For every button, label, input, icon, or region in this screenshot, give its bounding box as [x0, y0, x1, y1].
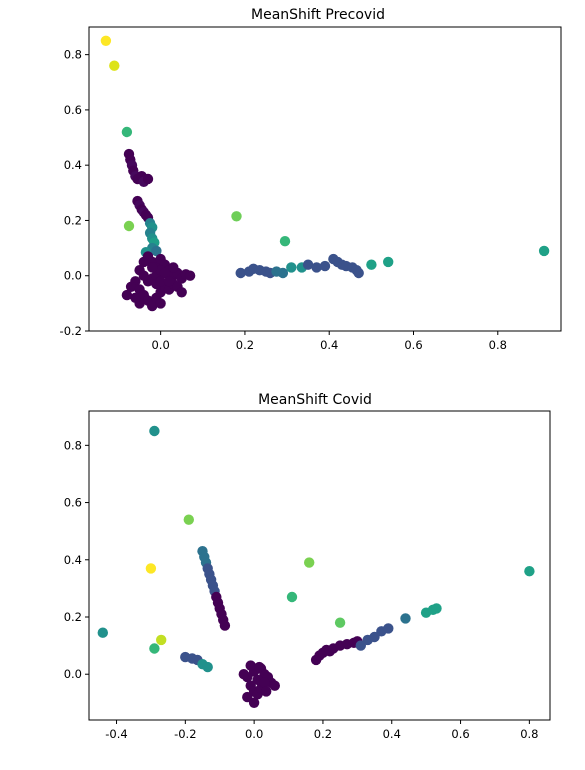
- data-point: [431, 603, 442, 614]
- x-tick-label: 0.4: [320, 338, 338, 352]
- data-point: [155, 298, 166, 309]
- data-point: [159, 267, 171, 279]
- data-point: [130, 292, 141, 303]
- data-point: [269, 680, 280, 691]
- data-point: [277, 267, 289, 279]
- x-tick-label: 0.0: [245, 727, 263, 741]
- x-tick-label: 0.0: [151, 338, 169, 352]
- data-point: [538, 245, 550, 257]
- y-tick-label: -0.2: [60, 324, 82, 338]
- data-point: [109, 60, 120, 71]
- y-tick-label: 0.6: [64, 103, 82, 117]
- data-point: [383, 623, 394, 634]
- data-point: [286, 591, 298, 603]
- chart-title-covid: MeanShift Covid: [258, 392, 372, 408]
- data-point: [123, 220, 135, 232]
- data-point: [319, 260, 331, 272]
- data-point: [366, 259, 377, 270]
- data-point: [254, 661, 265, 673]
- data-point: [147, 262, 158, 273]
- data-point: [145, 563, 157, 574]
- data-point: [302, 259, 314, 270]
- data-point: [121, 289, 133, 301]
- data-point: [168, 262, 179, 273]
- x-tick-label: -0.4: [105, 727, 127, 741]
- y-tick-label: 0.0: [64, 269, 82, 283]
- ticks-precovid: 0.0 0.2 0.4 0.6 0.8 -0.2 0.0 0.2 0.4 0.6 0.8: [60, 48, 507, 352]
- data-point: [231, 211, 242, 222]
- data-point: [369, 631, 380, 643]
- data-point: [149, 425, 160, 437]
- data-point: [121, 126, 133, 138]
- data-point: [286, 262, 297, 273]
- data-point: [155, 276, 166, 287]
- y-tick-label: 0.4: [64, 553, 82, 567]
- chart-covid: MeanShift Covid -0.4 -0.2 0.0 0.2 0.4 0.6 0.8 0…: [64, 392, 551, 741]
- y-tick-label: 0.2: [64, 610, 82, 624]
- data-point: [400, 613, 411, 624]
- data-point: [238, 669, 249, 680]
- data-point: [248, 697, 260, 708]
- points-precovid: [100, 35, 550, 312]
- data-point: [151, 245, 162, 257]
- chart-title-precovid: MeanShift Precovid: [251, 7, 385, 23]
- x-tick-label: 0.2: [236, 338, 254, 352]
- data-point: [163, 276, 175, 287]
- data-point: [147, 300, 158, 312]
- x-tick-label: 0.6: [404, 338, 422, 352]
- data-point: [219, 620, 231, 631]
- ticks-covid: -0.4 -0.2 0.0 0.2 0.4 0.6 0.8 0.0 0.2 0.4 0.6 0.8: [64, 438, 539, 741]
- data-point: [279, 236, 291, 247]
- y-tick-label: 0.4: [64, 158, 82, 172]
- data-point: [125, 281, 137, 292]
- data-point: [100, 35, 112, 46]
- x-tick-label: 0.4: [383, 727, 401, 741]
- data-point: [235, 267, 246, 279]
- data-point: [138, 270, 149, 281]
- y-tick-label: 0.2: [64, 213, 82, 227]
- x-tick-label: 0.2: [314, 727, 332, 741]
- data-point: [524, 566, 535, 577]
- data-point: [334, 617, 346, 628]
- data-point: [184, 270, 196, 281]
- y-tick-label: 0.8: [64, 438, 82, 452]
- chart-precovid: MeanShift Precovid 0.0 0.2 0.4 0.6 0.8-0.20.…: [60, 7, 562, 352]
- x-tick-label: 0.8: [520, 727, 538, 741]
- data-point: [142, 173, 154, 185]
- x-tick-label: -0.2: [174, 727, 196, 741]
- y-tick-label: 0.6: [64, 496, 82, 510]
- plot-frame-covid: [88, 410, 551, 721]
- data-point: [242, 691, 253, 703]
- points-covid: [97, 425, 535, 708]
- data-point: [355, 640, 366, 651]
- data-point: [311, 262, 322, 273]
- data-point: [304, 557, 315, 568]
- x-tick-label: 0.8: [489, 338, 507, 352]
- data-point: [97, 627, 109, 638]
- y-tick-label: 0.8: [64, 48, 82, 62]
- y-tick-label: 0.0: [64, 667, 82, 681]
- data-point: [183, 514, 194, 525]
- data-point: [176, 287, 187, 298]
- data-point: [149, 643, 160, 654]
- data-point: [261, 686, 272, 697]
- data-point: [383, 256, 394, 268]
- data-point: [156, 634, 167, 646]
- x-tick-label: 0.6: [451, 727, 469, 741]
- plot-frame-precovid: [88, 26, 562, 332]
- data-point: [259, 677, 270, 688]
- data-point: [202, 661, 213, 673]
- data-point: [353, 267, 364, 279]
- data-point: [245, 660, 256, 671]
